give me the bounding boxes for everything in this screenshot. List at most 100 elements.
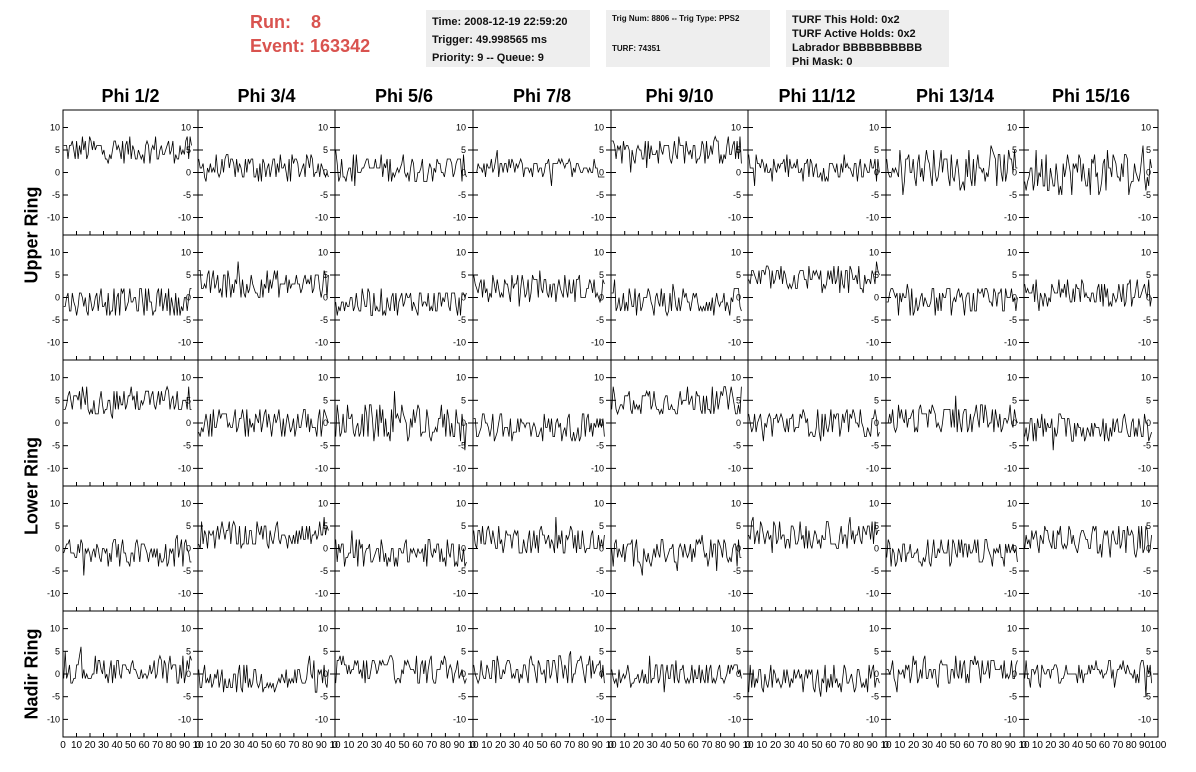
y-tick-label: 10 (731, 123, 741, 133)
y-tick-label: 5 (874, 270, 879, 280)
y-tick-label: -10 (1138, 338, 1151, 348)
time-text: Time: 2008-12-19 22:59:20 (432, 16, 568, 28)
y-tick-label: 10 (50, 123, 60, 133)
labrador-text: Labrador BBBBBBBBBB (792, 42, 923, 54)
waveform-trace (611, 655, 742, 693)
y-tick-label: 5 (1146, 145, 1151, 155)
x-tick-label: 60 (275, 740, 287, 751)
y-tick-label: -5 (733, 441, 741, 451)
x-tick-label: 80 (1126, 740, 1138, 751)
x-tick-label: 20 (633, 740, 645, 751)
waveform-trace (611, 534, 742, 576)
y-tick-label: -10 (1138, 589, 1151, 599)
y-tick-label: 10 (181, 373, 191, 383)
waveform-trace (748, 261, 880, 294)
x-tick-label: 20 (495, 740, 507, 751)
waveform-trace (473, 270, 605, 307)
y-tick-label: -10 (1004, 589, 1017, 599)
y-tick-label: 5 (599, 521, 604, 531)
event-value: 163342 (310, 36, 371, 56)
y-tick-label: -5 (458, 441, 466, 451)
x-tick-label: 30 (234, 740, 246, 751)
y-tick-label: 5 (323, 646, 328, 656)
y-tick-label: -5 (733, 692, 741, 702)
x-tick-label: 80 (715, 740, 727, 751)
y-tick-label: 10 (869, 624, 879, 634)
y-tick-label: 5 (461, 646, 466, 656)
y-tick-label: 10 (869, 123, 879, 133)
y-tick-label: 10 (318, 373, 328, 383)
x-tick-label: 70 (564, 740, 576, 751)
y-tick-label: 0 (599, 544, 604, 554)
waveform-trace (886, 283, 1018, 316)
waveform-trace (63, 534, 192, 576)
x-tick-label: 50 (398, 740, 410, 751)
y-tick-label: 0 (1012, 418, 1017, 428)
y-tick-label: 5 (736, 395, 741, 405)
y-tick-label: -5 (1143, 315, 1151, 325)
y-tick-label: 5 (461, 270, 466, 280)
x-tick-label: 50 (261, 740, 273, 751)
x-tick-label: 0 (883, 740, 889, 751)
y-tick-label: 0 (1146, 293, 1151, 303)
x-tick-label: 80 (853, 740, 865, 751)
y-tick-label: -10 (728, 714, 741, 724)
panel-frame (62, 109, 199, 236)
y-tick-label: 0 (186, 544, 191, 554)
y-tick-label: 10 (869, 499, 879, 509)
x-tick-label: 50 (536, 740, 548, 751)
y-tick-label: -10 (1004, 463, 1017, 473)
y-tick-label: -5 (871, 566, 879, 576)
waveform-trace (611, 279, 742, 317)
y-tick-label: -5 (183, 692, 191, 702)
column-title: Phi 15/16 (1051, 86, 1131, 106)
y-tick-label: -5 (320, 441, 328, 451)
x-tick-label: 60 (963, 740, 975, 751)
turf-info-box: TURF This Hold: 0x2 TURF Active Holds: 0… (786, 10, 949, 68)
waveform-trace (1024, 413, 1152, 451)
y-tick-label: 10 (181, 248, 191, 258)
panel-frame (197, 485, 336, 612)
y-tick-label: -10 (1004, 714, 1017, 724)
y-tick-label: -10 (866, 589, 879, 599)
y-tick-label: -10 (453, 714, 466, 724)
y-tick-label: -10 (453, 589, 466, 599)
y-tick-label: -10 (315, 714, 328, 724)
y-tick-label: -5 (733, 190, 741, 200)
x-tick-label: 40 (111, 740, 123, 751)
waveform-trace (63, 385, 192, 419)
x-tick-label: 50 (811, 740, 823, 751)
y-tick-label: -10 (866, 338, 879, 348)
x-tick-label: 60 (550, 740, 562, 751)
y-tick-label: 10 (1007, 248, 1017, 258)
x-tick-label: 70 (152, 740, 164, 751)
y-tick-label: 5 (1012, 395, 1017, 405)
panel-frame (472, 234, 612, 361)
waveform-trace (335, 288, 467, 316)
y-tick-label: 0 (323, 544, 328, 554)
turf-active-text: TURF Active Holds: 0x2 (792, 28, 916, 40)
y-tick-label: 10 (1141, 248, 1151, 258)
x-tick-label: 20 (357, 740, 369, 751)
y-tick-label: 5 (874, 395, 879, 405)
y-tick-label: -10 (866, 213, 879, 223)
y-tick-label: 5 (736, 145, 741, 155)
run-line: Run: 8 (250, 10, 420, 34)
x-tick-label: 10 (329, 740, 341, 751)
y-tick-label: -10 (47, 463, 60, 473)
x-tick-label: 90 (867, 740, 879, 751)
y-tick-label: 0 (1012, 669, 1017, 679)
y-tick-label: 10 (1141, 373, 1151, 383)
y-tick-label: 10 (594, 248, 604, 258)
y-tick-label: 0 (599, 168, 604, 178)
x-tick-label: 10 (343, 740, 355, 751)
y-tick-label: 10 (181, 499, 191, 509)
x-tick-label: 20 (84, 740, 96, 751)
